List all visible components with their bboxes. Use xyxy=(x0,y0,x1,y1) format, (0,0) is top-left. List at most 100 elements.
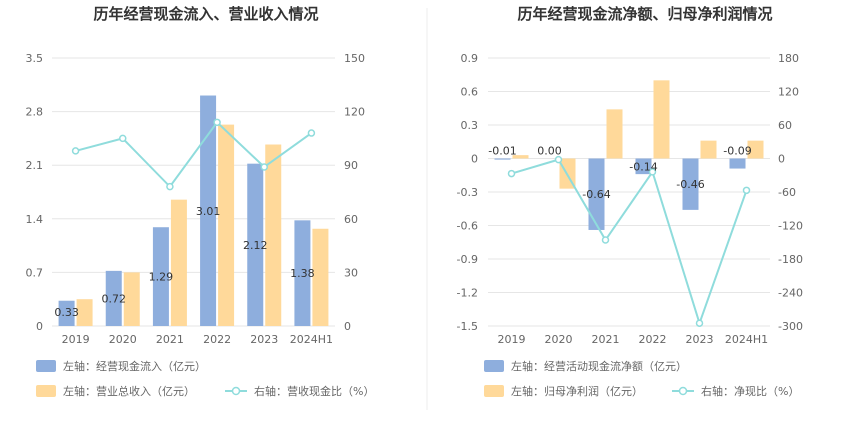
legend-label: 左轴：经营现金流入（亿元） xyxy=(63,359,206,373)
primary-bar xyxy=(588,158,605,230)
right-axis-tick: 60 xyxy=(778,119,792,132)
right-axis-tick: 60 xyxy=(344,213,358,226)
data-label: -0.14 xyxy=(629,160,657,173)
primary-bar xyxy=(682,158,699,210)
category-label: 2020 xyxy=(545,333,573,346)
primary-bar xyxy=(247,163,264,326)
ratio-point xyxy=(507,169,516,178)
data-label: 1.38 xyxy=(290,267,315,280)
left-axis-tick: 0.9 xyxy=(461,52,479,65)
secondary-bar xyxy=(123,272,140,326)
data-label: 0.33 xyxy=(54,306,79,319)
primary-bar xyxy=(152,227,169,326)
secondary-bar xyxy=(606,109,623,159)
category-label: 2019 xyxy=(62,333,90,346)
legend-label: 右轴：净现比（%） xyxy=(701,384,799,398)
ratio-point xyxy=(260,163,268,171)
ratio-point xyxy=(648,168,657,176)
ratio-point xyxy=(695,319,704,327)
left-axis-tick: 3.5 xyxy=(26,52,44,65)
right-axis-tick: -180 xyxy=(778,253,803,266)
data-label: 2.12 xyxy=(243,239,268,252)
data-label: 3.01 xyxy=(196,205,221,218)
net-cash-profit-chart: 历年经营现金流净额、归母净利润情况 -1.5 -300 -1.2 -240 -0.9 -18… xyxy=(457,5,803,398)
secondary-bar xyxy=(700,140,717,159)
secondary-bar xyxy=(312,228,329,326)
legend-line-marker xyxy=(678,386,688,396)
ratio-point xyxy=(601,236,610,244)
category-label: 2021 xyxy=(156,333,184,346)
cash-inflow-revenue-chart: 历年经营现金流入、营业收入情况 0 0 0.7 30 1.4 60 2.1 90 2.8 120 3.… xyxy=(26,5,375,398)
category-label: 2021 xyxy=(592,333,620,346)
secondary-bar xyxy=(747,140,764,159)
category-label: 2020 xyxy=(109,333,137,346)
category-label: 2023 xyxy=(250,333,278,346)
primary-bar xyxy=(635,158,652,175)
primary-bar xyxy=(200,95,217,327)
right-axis-tick: 0 xyxy=(344,320,351,333)
data-label: 0.72 xyxy=(102,292,127,305)
legend-label: 左轴：营业总收入（亿元） xyxy=(63,384,195,398)
left-axis-tick: 0 xyxy=(36,320,43,333)
secondary-bar xyxy=(76,299,93,326)
left-axis-tick: 2.1 xyxy=(26,159,44,172)
primary-bar xyxy=(494,158,511,160)
secondary-bar xyxy=(170,199,187,326)
ratio-point xyxy=(213,118,221,127)
right-axis-tick: 90 xyxy=(344,159,358,172)
left-axis-tick: 2.8 xyxy=(26,106,44,119)
right-axis-tick: 150 xyxy=(344,52,365,65)
right-axis-tick: 30 xyxy=(344,266,358,279)
left-axis-tick: 0 xyxy=(471,153,478,166)
category-label: 2024H1 xyxy=(290,333,333,346)
right-axis-tick: 120 xyxy=(344,106,365,119)
left-axis-tick: 0.7 xyxy=(26,266,44,279)
right-axis-tick: -120 xyxy=(778,220,803,233)
secondary-bar xyxy=(265,144,282,326)
primary-bar xyxy=(294,220,311,326)
legend-line-marker xyxy=(231,386,241,396)
data-label: -0.01 xyxy=(488,145,516,158)
data-label: -0.46 xyxy=(676,178,704,191)
left-axis-tick: -1.5 xyxy=(457,320,478,333)
right-axis-tick: -300 xyxy=(778,320,803,333)
left-axis-tick: 0.3 xyxy=(461,119,479,132)
chart-title: 历年经营现金流入、营业收入情况 xyxy=(93,5,318,23)
data-label: 1.29 xyxy=(149,271,174,284)
legend-label: 右轴：营收现金比（%） xyxy=(254,384,374,398)
category-label: 2024H1 xyxy=(725,333,768,346)
chart-title: 历年经营现金流净额、归母净利润情况 xyxy=(517,5,772,23)
right-axis-tick: -60 xyxy=(778,186,796,199)
ratio-point xyxy=(71,147,80,155)
data-label: 0.00 xyxy=(537,145,562,158)
ratio-point xyxy=(554,155,563,164)
primary-bar xyxy=(58,300,75,326)
primary-bar xyxy=(729,158,746,169)
ratio-line xyxy=(75,120,313,189)
ratio-point xyxy=(119,134,127,143)
category-label: 2019 xyxy=(498,333,526,346)
right-axis-tick: 120 xyxy=(778,86,799,99)
left-axis-tick: 0.6 xyxy=(461,86,479,99)
ratio-point xyxy=(307,129,316,137)
right-axis-tick: 180 xyxy=(778,52,799,65)
secondary-bar xyxy=(512,155,529,159)
secondary-bar xyxy=(218,124,235,326)
secondary-bar xyxy=(653,80,670,159)
legend-label: 左轴：经营活动现金流净额（亿元） xyxy=(511,359,687,373)
legend-label: 左轴：归母净利润（亿元） xyxy=(511,384,643,398)
data-label: -0.09 xyxy=(723,145,751,158)
left-axis-tick: 1.4 xyxy=(26,213,44,226)
category-label: 2023 xyxy=(686,333,714,346)
left-axis-tick: -0.3 xyxy=(457,186,478,199)
category-label: 2022 xyxy=(639,333,667,346)
ratio-point xyxy=(166,182,174,191)
left-axis-tick: -1.2 xyxy=(457,287,478,300)
legend-swatch xyxy=(484,385,504,397)
ratio-line xyxy=(511,158,748,327)
legend-swatch xyxy=(484,360,504,372)
legend-swatch xyxy=(36,385,56,397)
right-axis-tick: -240 xyxy=(778,287,803,300)
